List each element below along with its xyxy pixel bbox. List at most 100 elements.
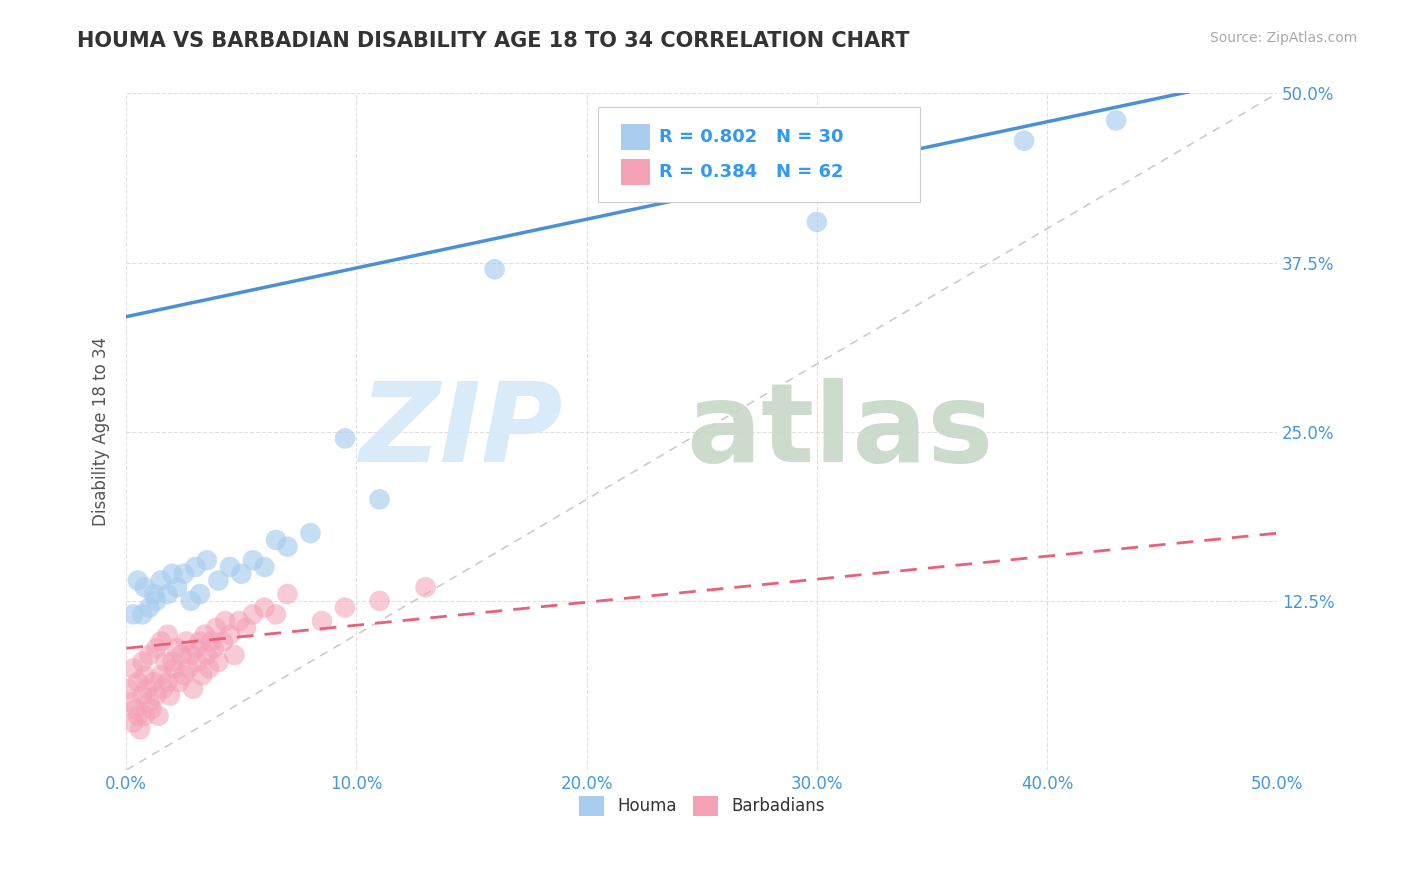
Point (162, 655, 184, 669)
Point (180, 648, 202, 662)
Point (1105, 113, 1128, 128)
Point (124, 702, 146, 716)
Point (276, 587, 298, 601)
Point (198, 661, 221, 675)
Point (173, 566, 195, 581)
Point (193, 628, 215, 642)
Point (299, 526, 322, 541)
Point (333, 432, 356, 446)
Point (117, 681, 139, 696)
Point (177, 661, 200, 675)
Point (253, 560, 276, 574)
Bar (621, 159, 650, 185)
Point (264, 607, 287, 622)
Point (207, 655, 229, 669)
Point (242, 607, 264, 622)
Point (174, 634, 197, 648)
Point (145, 689, 167, 703)
Point (212, 634, 235, 648)
Point (134, 709, 156, 723)
Point (415, 580, 437, 594)
Point (136, 681, 159, 696)
Point (184, 560, 207, 574)
Point (127, 574, 149, 588)
Point (163, 661, 186, 675)
Point (170, 648, 193, 662)
Point (191, 668, 214, 682)
Point (188, 587, 211, 601)
Point (159, 689, 181, 703)
Text: HOUMA VS BARBADIAN DISABILITY AGE 18 TO 34 CORRELATION CHART: HOUMA VS BARBADIAN DISABILITY AGE 18 TO … (77, 31, 910, 51)
Point (200, 634, 222, 648)
Legend: Houma, Barbadians: Houma, Barbadians (572, 789, 831, 822)
Point (195, 553, 218, 567)
Point (224, 648, 246, 662)
Point (187, 655, 209, 669)
Point (142, 675, 165, 690)
Point (484, 262, 506, 277)
Point (333, 600, 356, 615)
Point (127, 709, 149, 723)
Point (134, 580, 156, 594)
Point (156, 675, 179, 690)
Point (264, 533, 287, 547)
Point (131, 655, 153, 669)
Point (155, 655, 177, 669)
Point (806, 215, 828, 229)
Point (122, 607, 145, 622)
Point (122, 661, 145, 675)
Point (195, 648, 218, 662)
Point (129, 723, 152, 737)
Point (173, 668, 195, 682)
Point (205, 621, 228, 635)
Point (181, 681, 204, 696)
Point (242, 553, 264, 567)
Point (149, 574, 172, 588)
Point (1012, 134, 1035, 148)
Point (228, 614, 250, 628)
Point (188, 634, 211, 648)
Point (276, 540, 298, 554)
Point (166, 580, 188, 594)
Point (207, 574, 229, 588)
Point (156, 628, 179, 642)
Point (149, 634, 172, 648)
Point (368, 492, 391, 507)
Y-axis label: Disability Age 18 to 34: Disability Age 18 to 34 (93, 337, 110, 526)
Point (134, 668, 156, 682)
Point (120, 695, 142, 709)
Point (253, 600, 276, 615)
Point (127, 675, 149, 690)
Text: atlas: atlas (686, 378, 994, 485)
Point (138, 600, 160, 615)
Point (138, 648, 160, 662)
Text: R = 0.384   N = 62: R = 0.384 N = 62 (659, 163, 844, 181)
Point (368, 594, 391, 608)
Point (156, 587, 179, 601)
Point (145, 641, 167, 656)
Point (180, 594, 202, 608)
Point (214, 614, 236, 628)
Point (167, 675, 190, 690)
Point (311, 614, 333, 628)
Point (219, 560, 242, 574)
Point (145, 594, 167, 608)
Point (152, 681, 174, 696)
Point (149, 668, 172, 682)
Point (202, 641, 225, 656)
Point (166, 641, 188, 656)
Point (131, 689, 153, 703)
Point (184, 641, 207, 656)
Point (231, 566, 253, 581)
Point (162, 566, 184, 581)
Point (122, 715, 145, 730)
Point (235, 621, 257, 635)
Point (141, 702, 163, 716)
Point (142, 587, 165, 601)
Point (131, 607, 153, 622)
Bar (621, 124, 650, 150)
Point (138, 695, 160, 709)
Text: Source: ZipAtlas.com: Source: ZipAtlas.com (1209, 31, 1357, 45)
Point (219, 628, 242, 642)
Text: ZIP: ZIP (360, 378, 564, 485)
